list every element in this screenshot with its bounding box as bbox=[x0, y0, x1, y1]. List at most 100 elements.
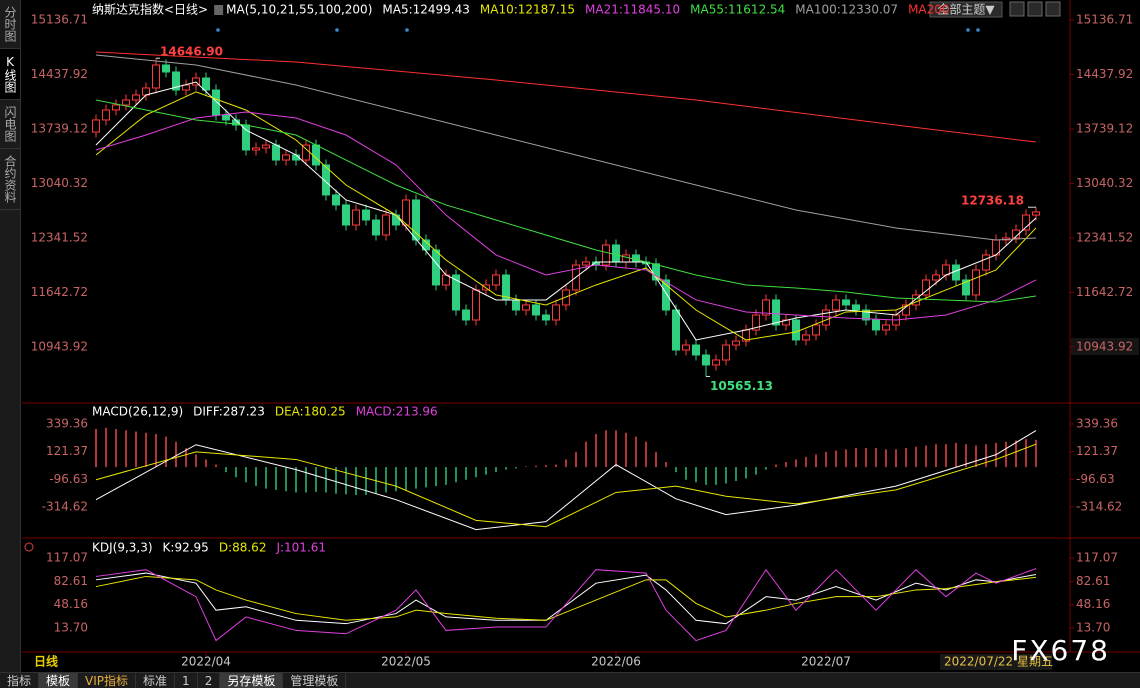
y-tick-label: 339.36 bbox=[46, 416, 88, 430]
icon-button[interactable] bbox=[1027, 1, 1043, 17]
icon-button[interactable] bbox=[1009, 1, 1025, 17]
series-line bbox=[95, 51, 1037, 143]
y-tick-label: 13040.32 bbox=[31, 176, 88, 190]
series-line bbox=[95, 99, 1037, 303]
y-tick-label: 14437.92 bbox=[31, 67, 88, 81]
candle-body bbox=[762, 299, 770, 316]
y-tick-label: 13.70 bbox=[1076, 620, 1110, 634]
candle-body bbox=[262, 144, 270, 149]
candle-body bbox=[842, 299, 850, 306]
candle-body bbox=[242, 124, 250, 151]
legend-entry: MA55:11612.54 bbox=[690, 3, 785, 17]
candle-body bbox=[852, 304, 860, 311]
series-line bbox=[95, 572, 1037, 625]
candle-body bbox=[622, 254, 630, 263]
cursor-date: 2022/07/22 星期五 bbox=[944, 655, 1053, 669]
candle-body bbox=[732, 340, 740, 346]
candle-body bbox=[282, 154, 290, 161]
toolbar-item[interactable]: 指标 bbox=[0, 673, 40, 688]
side-tab[interactable]: 闪电图 bbox=[0, 100, 20, 149]
candle-body bbox=[172, 71, 180, 91]
candle-body bbox=[722, 344, 730, 361]
side-tab[interactable]: 分时图 bbox=[0, 0, 20, 49]
y-tick-label: 82.61 bbox=[54, 574, 88, 588]
candle-body bbox=[392, 214, 400, 226]
cursor-date-box bbox=[940, 654, 1052, 670]
candle-body bbox=[972, 269, 980, 296]
y-tick-label: 12341.52 bbox=[1076, 230, 1133, 244]
legend-entry: DIFF:287.23 bbox=[193, 405, 265, 419]
candle-body bbox=[252, 147, 260, 151]
candle-body bbox=[342, 204, 350, 226]
background bbox=[0, 0, 1140, 672]
candle-body bbox=[132, 94, 140, 101]
candle-body bbox=[612, 244, 620, 263]
candle-body bbox=[112, 104, 120, 111]
side-tab[interactable]: 合约资料 bbox=[0, 149, 20, 210]
candle-body bbox=[872, 319, 880, 331]
theme-button[interactable] bbox=[929, 1, 1003, 18]
annotation: 10565.13 bbox=[710, 379, 773, 393]
y-tick-label: 121.37 bbox=[1076, 444, 1118, 458]
indicator-label: MA(5,10,21,55,100,200) bbox=[226, 3, 372, 17]
event-marker bbox=[966, 28, 970, 32]
y-tick-label: 12341.52 bbox=[31, 230, 88, 244]
icon-button[interactable] bbox=[1045, 1, 1061, 17]
watermark: FX678 bbox=[1011, 634, 1110, 667]
candle-body bbox=[402, 199, 410, 226]
panel-borders bbox=[22, 0, 1140, 653]
price-box bbox=[1071, 338, 1139, 355]
candle-body bbox=[692, 344, 700, 356]
candle-body bbox=[192, 77, 200, 86]
legend-entry: D:88.62 bbox=[219, 541, 267, 555]
candle-body bbox=[92, 119, 100, 133]
chart-title: KDJ(9,3,3) bbox=[92, 541, 153, 555]
candle-body bbox=[222, 114, 230, 121]
candle-body bbox=[512, 299, 520, 311]
candle-body bbox=[352, 209, 360, 226]
series-line bbox=[95, 91, 1037, 341]
y-tick-label: 48.16 bbox=[1076, 597, 1110, 611]
series-line bbox=[95, 430, 1037, 531]
y-tick-label: 13739.12 bbox=[1076, 121, 1133, 135]
toolbar-item[interactable]: 1 bbox=[175, 673, 198, 688]
candle-body bbox=[882, 324, 890, 331]
chart-title: MACD(26,12,9) bbox=[92, 405, 183, 419]
legend-entry: MA100:12330.07 bbox=[795, 3, 898, 17]
legend-entry: MACD:213.96 bbox=[356, 405, 438, 419]
candle-body bbox=[492, 274, 500, 286]
y-tick-label: -96.63 bbox=[1076, 472, 1115, 486]
toolbar-item[interactable]: VIP指标 bbox=[78, 673, 137, 688]
sidebar: 分时图 K线图 闪电图 合约资料 bbox=[0, 0, 21, 672]
toolbar-item[interactable]: 模板 bbox=[39, 673, 79, 688]
annotation: 12736.18 bbox=[961, 194, 1024, 208]
candle-body bbox=[202, 77, 210, 91]
settings-icon[interactable] bbox=[24, 542, 34, 552]
candle-body bbox=[792, 319, 800, 341]
window-icons bbox=[1009, 1, 1061, 17]
series-line bbox=[95, 443, 1037, 528]
y-tick-label: 82.61 bbox=[1076, 574, 1110, 588]
y-tick-label: -314.62 bbox=[1076, 499, 1122, 513]
toolbar-item[interactable]: 标准 bbox=[136, 673, 176, 688]
y-tick-label: 13040.32 bbox=[1076, 176, 1133, 190]
series-line bbox=[95, 568, 1037, 642]
candle-body bbox=[1022, 214, 1030, 231]
candle-body bbox=[1032, 211, 1040, 216]
candle-body bbox=[272, 144, 280, 161]
series-line bbox=[95, 54, 1037, 241]
toolbar-item[interactable]: 另存模板 bbox=[220, 673, 284, 688]
toolbar-item[interactable]: 2 bbox=[198, 673, 221, 688]
event-marker bbox=[976, 28, 980, 32]
legend-entry: MA200 bbox=[908, 3, 949, 17]
candle-body bbox=[922, 279, 930, 296]
toolbar-item[interactable]: 管理模板 bbox=[283, 673, 347, 688]
candle-body bbox=[462, 309, 470, 321]
side-tab[interactable]: K线图 bbox=[0, 49, 20, 100]
y-tick-label: -314.62 bbox=[42, 499, 88, 513]
theme-button-label[interactable]: 全部主题▼ bbox=[937, 2, 995, 17]
candle-body bbox=[552, 304, 560, 321]
candle-body bbox=[832, 299, 840, 311]
candle-body bbox=[362, 209, 370, 221]
